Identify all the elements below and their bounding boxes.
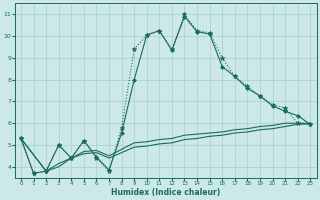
X-axis label: Humidex (Indice chaleur): Humidex (Indice chaleur): [111, 188, 220, 197]
